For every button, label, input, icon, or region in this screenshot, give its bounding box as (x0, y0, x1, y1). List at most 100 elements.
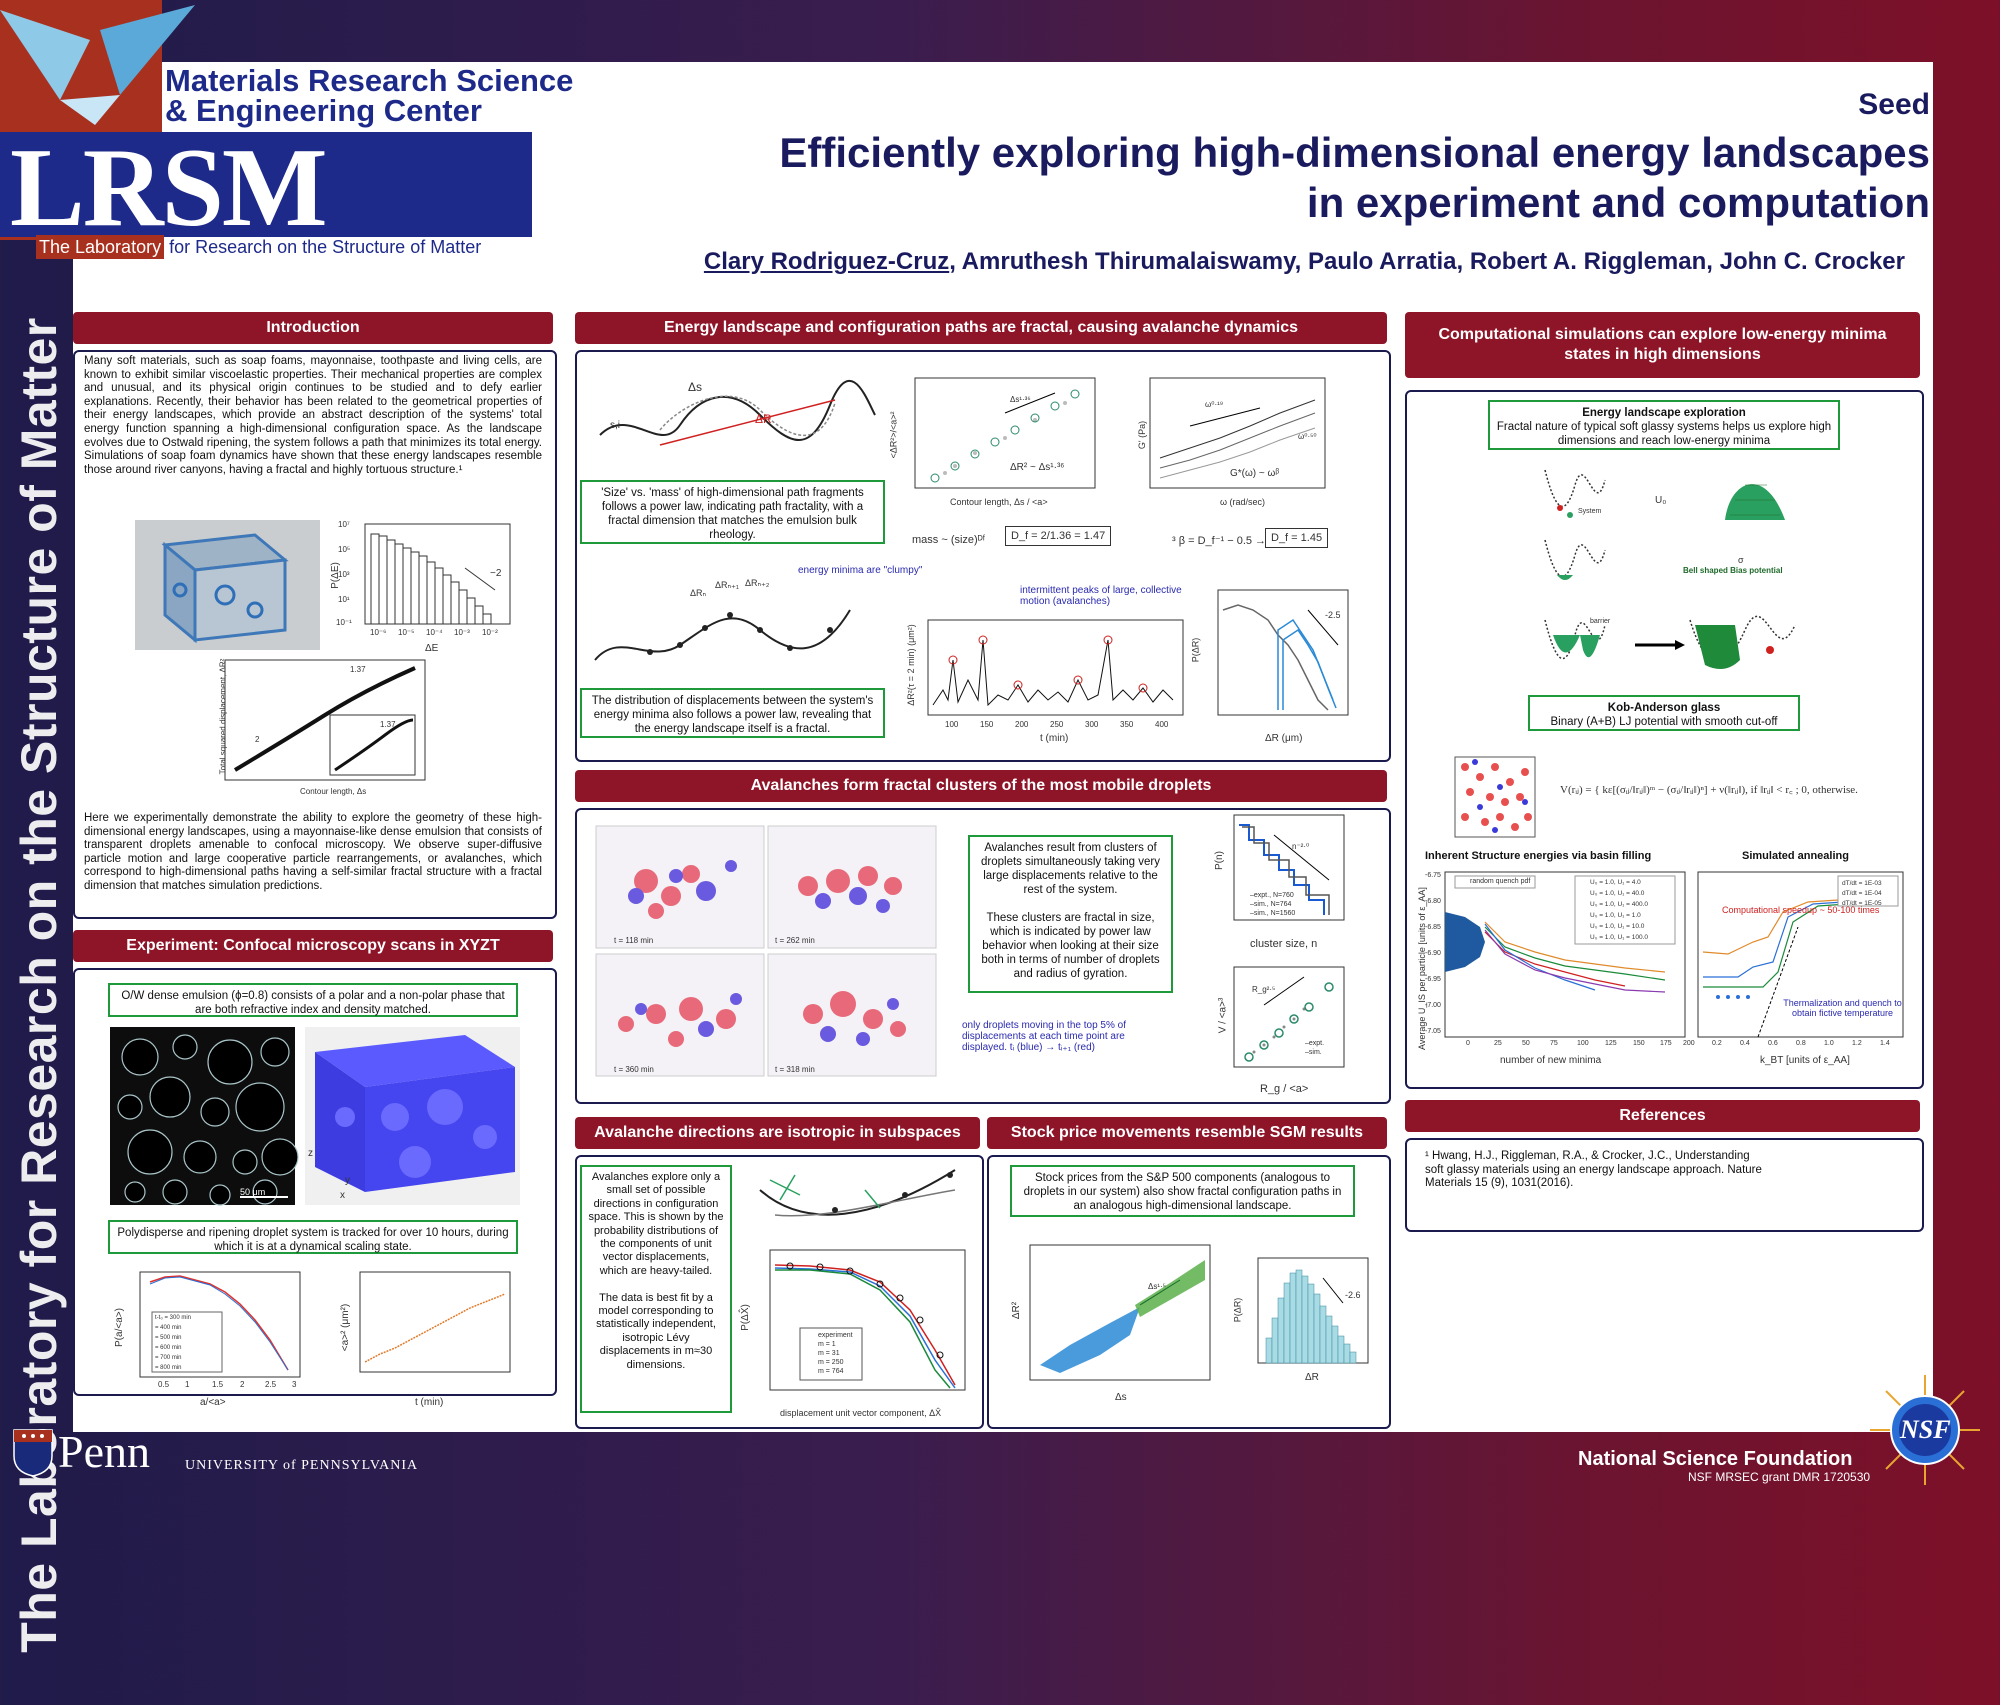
axis-y: y (345, 1175, 350, 1186)
rg-slope: R_g²·⁵ (1252, 985, 1276, 994)
u0-label: U₀ (1655, 495, 1667, 506)
path-si-label: s,i (610, 420, 620, 431)
rg-xlabel: R_g / <a> (1260, 1083, 1309, 1095)
basin-xtick-1: 25 (1494, 1040, 1502, 1047)
minima-dRn: ΔRₙ (690, 588, 707, 598)
cluster-size-plot (1233, 814, 1345, 921)
system-label: System (1578, 508, 1602, 515)
lrsm-banner (0, 132, 532, 237)
path-fractality-box: 'Size' vs. 'mass' of high-dimensional pa… (580, 480, 885, 544)
avalanche-cluster-box: Avalanches result from clusters of dropl… (968, 835, 1173, 993)
intro-hist-xtick-2: 10⁻⁴ (426, 628, 443, 637)
path-dR-label: ΔR (755, 412, 772, 426)
landscape-box: Energy landscape exploration Fractal nat… (1488, 400, 1840, 450)
cluster-size-xlabel: cluster size, n (1250, 938, 1318, 950)
seed-label: Seed (1858, 88, 1930, 121)
basin-ytick-5: -7.00 (1425, 1002, 1441, 1009)
rheology-slope1: ω⁰·¹⁹ (1205, 400, 1224, 409)
nsf-grant: NSF MRSEC grant DMR 1720530 (1688, 1470, 1871, 1484)
intro-hist-ytick-4: 10⁻¹ (336, 618, 352, 627)
minima-dRn1: ΔRₙ₊₁ (715, 580, 739, 590)
basin-legend-4: U₀ = 1.0, U₁ = 10.0 (1590, 923, 1645, 930)
stock-scatter-slope: Δs¹·⁵ (1148, 1282, 1166, 1291)
intro-paragraph-2: Here we experimentally demonstrate the a… (84, 812, 542, 892)
intro-msd-slope3: 1.37 (380, 720, 396, 729)
stock-hist-slope: -2.6 (1345, 1290, 1361, 1300)
intro-msd-plot (224, 659, 426, 781)
annealing-xlabel: k_BT [units of ε_AA] (1760, 1055, 1850, 1066)
basin-ytick-4: -6.95 (1425, 976, 1441, 983)
references-header: References (1405, 1100, 1920, 1132)
basin-xlabel: number of new minima (1500, 1055, 1602, 1066)
poster-title: Efficiently exploring high-dimensional e… (779, 129, 1930, 226)
path-ds-label: Δs (688, 380, 703, 394)
anneal-xtick-6: 1.4 (1880, 1040, 1890, 1047)
size-xtick-2: 1.5 (212, 1380, 224, 1389)
anneal-xtick-2: 0.6 (1768, 1040, 1778, 1047)
stock-header: Stock price movements resemble SGM resul… (987, 1117, 1387, 1149)
minima-dRn2: ΔRₙ₊₂ (745, 578, 770, 588)
side-banner-text: The Laboratory for Research on the Struc… (11, 317, 67, 1653)
radius-gyration-plot (1233, 966, 1345, 1068)
basin-xtick-6: 150 (1633, 1040, 1645, 1047)
foam-cube-figure (135, 520, 320, 650)
cluster-legend-1: –sim., N=764 (1250, 901, 1292, 908)
reference-1: ¹ Hwang, H.J., Riggleman, R.A., & Crocke… (1425, 1150, 1762, 1190)
timeseries-xlabel: t (min) (1040, 733, 1069, 744)
intro-hist-xtick-0: 10⁻⁶ (370, 628, 387, 637)
cluster-legend-2: –sim., N=1560 (1250, 910, 1296, 917)
anneal-legend-1: dT/dt = 1E-04 (1842, 890, 1882, 897)
size-legend-3: = 600 min (155, 1345, 182, 1351)
isotropic-box: Avalanches explore only a small set of p… (580, 1165, 732, 1413)
iso-legend-1: m = 1 (818, 1341, 836, 1348)
mass-size-relation: mass ~ (size)ᴰᶠ (912, 534, 986, 546)
ts-xtick-5: 350 (1120, 720, 1134, 729)
fractal-msd-slope: Δs¹·³⁶ (1010, 395, 1031, 404)
beta-relation: ³ β = D_f⁻¹ − 0.5 → (1172, 535, 1267, 547)
penn-shield-logo (13, 1429, 53, 1477)
avalanche-timeseries (927, 619, 1184, 716)
bias-potential-label: Bell shaped Bias potential (1683, 566, 1783, 575)
tracking-box: Polydisperse and ripening droplet system… (108, 1220, 518, 1254)
anneal-xtick-0: 0.2 (1712, 1040, 1722, 1047)
fractal-msd-eq: ΔR² ~ Δs¹·³⁶ (1010, 462, 1065, 473)
stock-hist-ylabel: P(ΔR) (1232, 1297, 1243, 1323)
mrsec-name: Materials Research Science & Engineering… (165, 63, 574, 128)
basin-xtick-5: 125 (1605, 1040, 1617, 1047)
size-legend-1: = 400 min (155, 1325, 182, 1331)
anneal-xtick-5: 1.2 (1852, 1040, 1862, 1047)
size-legend-2: = 500 min (155, 1335, 182, 1341)
stock-box: Stock prices from the S&P 500 components… (1010, 1165, 1355, 1217)
emulsion-box: O/W dense emulsion (ϕ=0.8) consists of a… (108, 983, 518, 1017)
particle-box-render (1454, 756, 1536, 838)
quench-legend: random quench pdf (1470, 878, 1531, 885)
size-xtick-4: 2.5 (265, 1380, 277, 1389)
avalanche-header: Avalanches form fractal clusters of the … (575, 770, 1387, 802)
size-xtick-0: 0.5 (158, 1380, 170, 1389)
rheology-ylabel: G' (Pa) (1137, 420, 1148, 450)
intro-hist-xtick-1: 10⁻⁵ (398, 628, 415, 637)
authors: Clary Rodriguez-Cruz, Amruthesh Thirumal… (703, 248, 1905, 275)
annealing-plot-title: Simulated annealing (1742, 850, 1849, 862)
basin-xtick-7: 175 (1660, 1040, 1672, 1047)
iso-legend-0: experiment (818, 1332, 853, 1339)
basin-xtick-0: 0 (1466, 1040, 1470, 1047)
nsf-name: National Science Foundation (1578, 1448, 1853, 1470)
anneal-xtick-1: 0.4 (1740, 1040, 1750, 1047)
displacement-distribution-box: The distribution of displacements betwee… (580, 688, 885, 738)
sigma-label: σ (1738, 555, 1744, 565)
rg-legend-1: –sim. (1305, 1049, 1322, 1056)
cluster-size-slope: n⁻²·⁰ (1292, 842, 1310, 851)
coarsening-xlabel: t (min) (415, 1397, 444, 1408)
displacement-pdf-plot (1217, 589, 1349, 716)
cluster-time-4: t = 318 min (775, 1065, 815, 1074)
basin-legend-5: U₀ = 1.0, U₁ = 100.0 (1590, 934, 1649, 941)
intro-msd-ylabel: Total squared displacement, ΔR² (218, 658, 228, 775)
kob-andersen-box: Kob-Anderson glass Binary (A+B) LJ poten… (1528, 695, 1800, 731)
rg-legend-0: –expt. (1305, 1040, 1325, 1047)
pdf-ylabel: P(ΔR) (1190, 637, 1201, 663)
ts-xtick-6: 400 (1155, 720, 1169, 729)
basin-xtick-8: 200 (1683, 1040, 1695, 1047)
iso-legend-2: m = 31 (818, 1350, 840, 1357)
size-legend-4: = 700 min (155, 1355, 182, 1361)
